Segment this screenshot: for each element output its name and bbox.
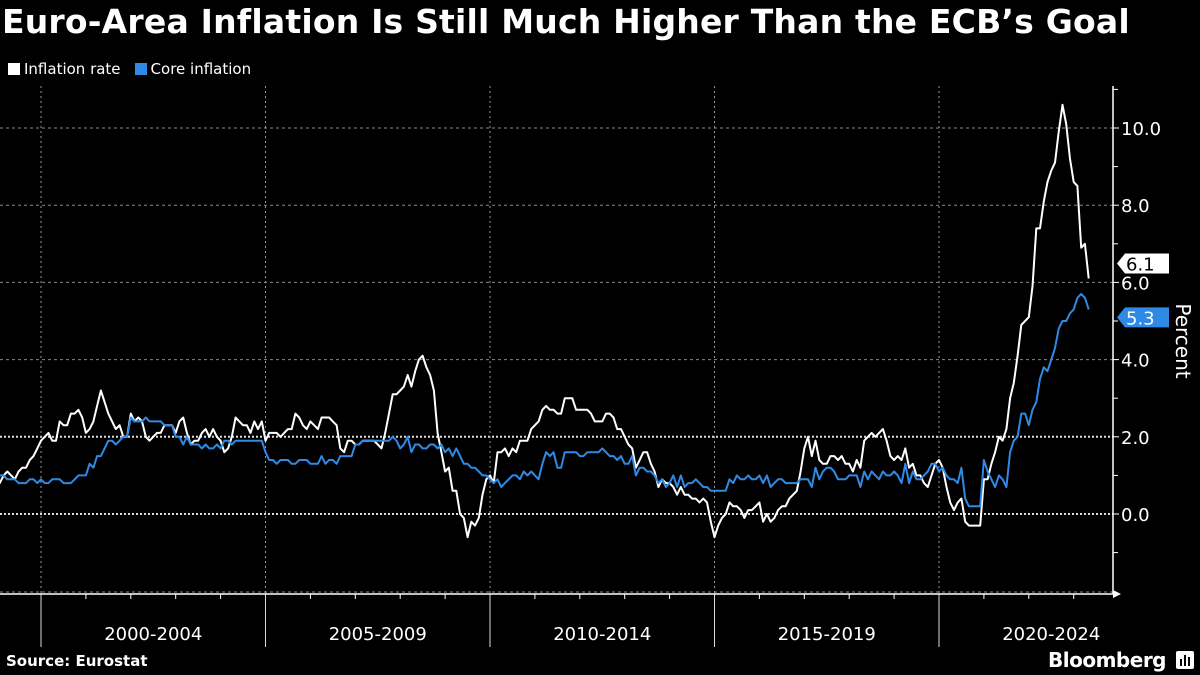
y-tick-label: 8.0	[1121, 196, 1150, 217]
last-value-tag-inflation: 6.1	[1117, 253, 1169, 276]
x-period-label: 2005-2009	[329, 624, 427, 645]
y-tick-label: 10.0	[1121, 119, 1161, 140]
y-tick-label: 4.0	[1121, 351, 1150, 372]
x-period-label: 2020-2024	[1002, 624, 1100, 645]
tag-value: 5.3	[1126, 308, 1155, 329]
x-period-label: 2010-2014	[553, 624, 651, 645]
legend: Inflation rate Core inflation	[8, 60, 251, 78]
axis-labels: 0.0 2.0 4.0 6.0 8.0 10.0 2000-2004 2005-2009 201…	[104, 119, 1195, 645]
tag-value: 6.1	[1126, 255, 1155, 276]
y-tick-label: 6.0	[1121, 273, 1150, 294]
legend-swatch-inflation	[8, 63, 20, 75]
tag-background	[1117, 253, 1169, 274]
legend-label: Core inflation	[150, 60, 252, 78]
legend-item-inflation-rate: Inflation rate	[8, 60, 121, 78]
tag-background	[1117, 307, 1169, 328]
chart-title: Euro-Area Inflation Is Still Much Higher…	[2, 2, 1130, 41]
bloomberg-logo: Bloomberg	[1048, 648, 1166, 672]
legend-swatch-core	[134, 63, 147, 75]
series-lines	[0, 103, 1090, 539]
legend-label: Inflation rate	[24, 60, 121, 78]
legend-item-core-inflation: Core inflation	[134, 60, 252, 78]
y-tick-label: 0.0	[1121, 505, 1150, 526]
x-period-label: 2000-2004	[104, 624, 202, 645]
y-tick-label: 2.0	[1121, 428, 1150, 449]
grid	[0, 86, 1113, 594]
last-value-tag-core: 5.3	[1117, 307, 1169, 329]
bloomberg-chart-icon	[1176, 651, 1194, 669]
axes	[0, 86, 1121, 647]
inflation-rate-line	[0, 103, 1090, 539]
y-axis-label: Percent	[1171, 303, 1195, 378]
x-axis-arrow	[1113, 590, 1121, 598]
x-period-label: 2015-2019	[778, 624, 876, 645]
core-inflation-line	[0, 293, 1090, 508]
source-note: Source: Eurostat	[6, 652, 148, 670]
